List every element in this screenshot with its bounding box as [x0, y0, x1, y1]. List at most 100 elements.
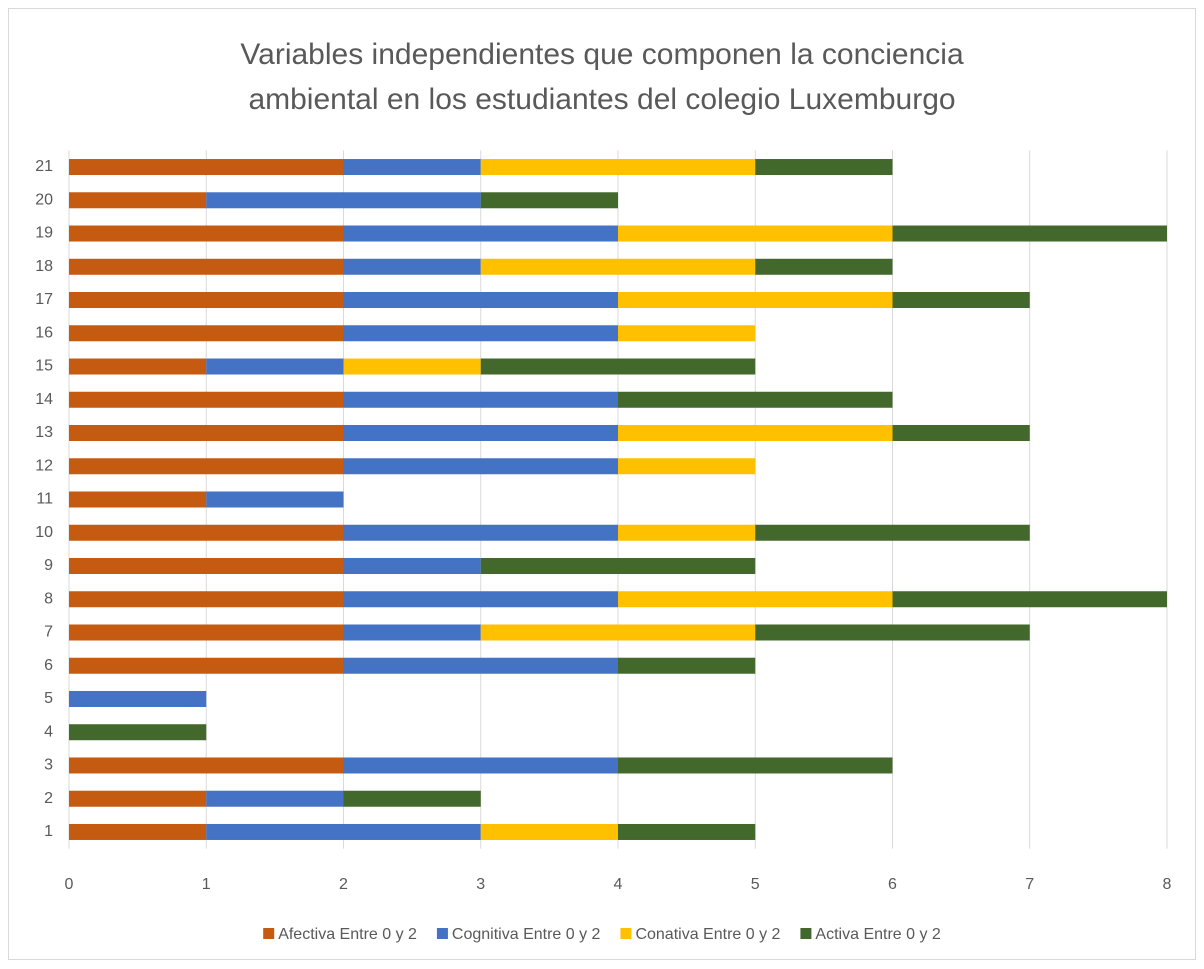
bar-segment	[343, 557, 481, 574]
legend-label: Cognitiva Entre 0 y 2	[452, 926, 601, 943]
bar-segment	[69, 292, 344, 309]
bar-segment	[69, 391, 344, 408]
bar-segment	[343, 292, 618, 309]
bar-segment	[480, 192, 618, 209]
legend-swatch	[620, 928, 632, 939]
x-tick-label: 6	[888, 876, 897, 893]
bar-segment	[343, 358, 481, 375]
bar-segment	[618, 657, 756, 674]
bar-segment	[69, 690, 207, 707]
y-tick-label: 20	[35, 191, 53, 208]
bar-segment	[69, 557, 344, 574]
bar-segment	[69, 524, 344, 541]
legend-swatch	[263, 928, 275, 939]
y-tick-label: 10	[35, 524, 53, 541]
bar-segment	[343, 790, 481, 807]
bar-segment	[343, 425, 618, 442]
x-tick-label: 8	[1163, 876, 1172, 893]
legend-label: Afectiva Entre 0 y 2	[278, 926, 417, 943]
bar-segment	[618, 823, 756, 840]
y-tick-label: 15	[35, 358, 53, 375]
y-tick-label: 3	[44, 757, 53, 774]
y-tick-label: 21	[35, 158, 53, 175]
bar-segment	[343, 225, 618, 242]
bar-segment	[69, 325, 344, 342]
y-tick-label: 7	[44, 624, 53, 641]
chart-border	[8, 8, 1196, 960]
bar-segment	[343, 624, 481, 641]
bar-segment	[618, 391, 893, 408]
bar-segment	[618, 591, 893, 608]
x-tick-label: 3	[476, 876, 485, 893]
legend-swatch	[800, 928, 812, 939]
chart-title: ambiental en los estudiantes del colegio…	[248, 83, 955, 116]
y-tick-label: 19	[35, 225, 53, 242]
bar-segment	[69, 724, 207, 741]
bar-segment	[69, 823, 207, 840]
bar-segment	[69, 657, 344, 674]
x-tick-label: 7	[1025, 876, 1034, 893]
bar-segment	[343, 159, 481, 176]
legend-label: Activa Entre 0 y 2	[815, 926, 940, 943]
bar-segment	[69, 159, 344, 176]
bar-segment	[206, 192, 481, 209]
bar-segment	[480, 823, 618, 840]
bar-segment	[206, 358, 344, 375]
bar-segment	[618, 325, 756, 342]
bar-segment	[69, 225, 344, 242]
bar-segment	[69, 192, 207, 209]
bar-segment	[618, 225, 893, 242]
y-tick-label: 8	[44, 590, 53, 607]
bar-segment	[480, 557, 756, 574]
legend-label: Conativa Entre 0 y 2	[635, 926, 780, 943]
bar-segment	[343, 757, 618, 774]
y-tick-label: 17	[35, 291, 53, 308]
bar-segment	[69, 790, 207, 807]
bar-segment	[618, 458, 756, 475]
bar-segment	[69, 258, 344, 275]
y-tick-label: 11	[36, 491, 53, 508]
bar-segment	[69, 458, 344, 475]
y-tick-label: 9	[44, 557, 53, 574]
x-tick-label: 1	[202, 876, 211, 893]
bar-segment	[892, 225, 1167, 242]
bar-segment	[755, 524, 1030, 541]
bar-segment	[480, 258, 756, 275]
x-tick-label: 4	[614, 876, 623, 893]
bar-segment	[206, 790, 344, 807]
legend-swatch	[436, 928, 448, 939]
y-tick-label: 5	[44, 690, 53, 707]
bar-segment	[618, 425, 893, 442]
bar-segment	[69, 757, 344, 774]
bar-segment	[206, 491, 344, 508]
y-tick-label: 1	[44, 823, 53, 840]
y-tick-label: 16	[35, 324, 53, 341]
chart-title: Variables independientes que componen la…	[240, 38, 964, 71]
bar-segment	[343, 325, 618, 342]
bar-segment	[755, 624, 1030, 641]
y-tick-label: 4	[44, 723, 53, 740]
bar-segment	[343, 458, 618, 475]
bar-segment	[892, 292, 1030, 309]
bar-segment	[480, 159, 756, 176]
bar-segment	[343, 591, 618, 608]
bar-segment	[618, 524, 756, 541]
bar-segment	[480, 358, 756, 375]
y-tick-label: 6	[44, 657, 53, 674]
x-tick-label: 5	[751, 876, 760, 893]
bar-segment	[892, 425, 1030, 442]
bar-segment	[480, 624, 756, 641]
bar-segment	[343, 391, 618, 408]
x-tick-label: 0	[65, 876, 74, 893]
bar-segment	[69, 591, 344, 608]
bar-segment	[69, 425, 344, 442]
y-tick-label: 18	[35, 258, 53, 275]
bar-segment	[343, 524, 618, 541]
bar-segment	[206, 823, 481, 840]
y-tick-label: 12	[35, 457, 53, 474]
bar-segment	[343, 258, 481, 275]
y-tick-label: 2	[44, 790, 53, 807]
y-tick-label: 13	[35, 424, 53, 441]
y-tick-label: 14	[35, 391, 53, 408]
